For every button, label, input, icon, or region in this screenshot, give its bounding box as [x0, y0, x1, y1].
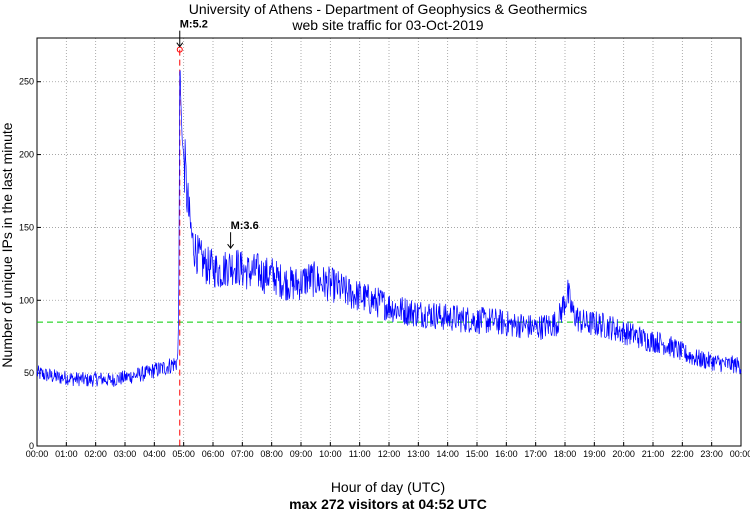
y-tick-label: 250 — [19, 77, 34, 87]
x-tick-label: 02:00 — [84, 449, 107, 459]
max-summary: max 272 visitors at 04:52 UTC — [289, 496, 487, 511]
magnitude-annotation: M:5.2 — [180, 19, 208, 31]
x-tick-label: 16:00 — [495, 449, 518, 459]
x-tick-label: 08:00 — [260, 449, 283, 459]
traffic-series-line — [36, 70, 742, 387]
x-tick-label: 00:00 — [730, 449, 750, 459]
y-axis-label: Number of unique IPs in the last minute — [0, 122, 15, 367]
x-tick-label: 03:00 — [114, 449, 137, 459]
x-tick-label: 11:00 — [349, 449, 371, 459]
x-tick-label: 15:00 — [466, 449, 489, 459]
x-tick-label: 04:00 — [143, 449, 166, 459]
x-tick-label: 23:00 — [700, 449, 723, 459]
x-tick-label: 20:00 — [612, 449, 635, 459]
x-tick-label: 12:00 — [378, 449, 401, 459]
chart-subtitle: web site traffic for 03-Oct-2019 — [291, 17, 483, 33]
y-tick-label: 200 — [19, 150, 34, 160]
x-tick-label: 10:00 — [319, 449, 342, 459]
annotation-arrowhead — [176, 42, 184, 48]
y-tick-label: 0 — [29, 441, 34, 451]
x-tick-label: 19:00 — [583, 449, 606, 459]
x-tick-label: 06:00 — [202, 449, 225, 459]
x-tick-label: 05:00 — [172, 449, 195, 459]
x-axis-label: Hour of day (UTC) — [331, 479, 445, 495]
y-tick-label: 100 — [19, 295, 34, 305]
x-tick-label: 13:00 — [407, 449, 430, 459]
x-tick-label: 21:00 — [642, 449, 665, 459]
magnitude-annotation: M:3.6 — [231, 220, 259, 232]
x-tick-label: 14:00 — [436, 449, 459, 459]
x-tick-label: 01:00 — [55, 449, 78, 459]
x-tick-label: 22:00 — [671, 449, 694, 459]
x-tick-label: 00:00 — [26, 449, 49, 459]
plot-area: 00:00 01:00 02:00 03:00 04:00 05:00 06:00 07:00… — [19, 19, 750, 459]
annotation-arrowhead — [227, 243, 234, 250]
x-tick-label: 09:00 — [290, 449, 313, 459]
y-tick-label: 50 — [24, 368, 34, 378]
x-tick-label: 18:00 — [554, 449, 577, 459]
y-tick-label: 150 — [19, 222, 34, 232]
chart-title: University of Athens - Department of Geo… — [189, 1, 587, 17]
x-tick-label: 17:00 — [524, 449, 547, 459]
x-tick-label: 07:00 — [231, 449, 254, 459]
